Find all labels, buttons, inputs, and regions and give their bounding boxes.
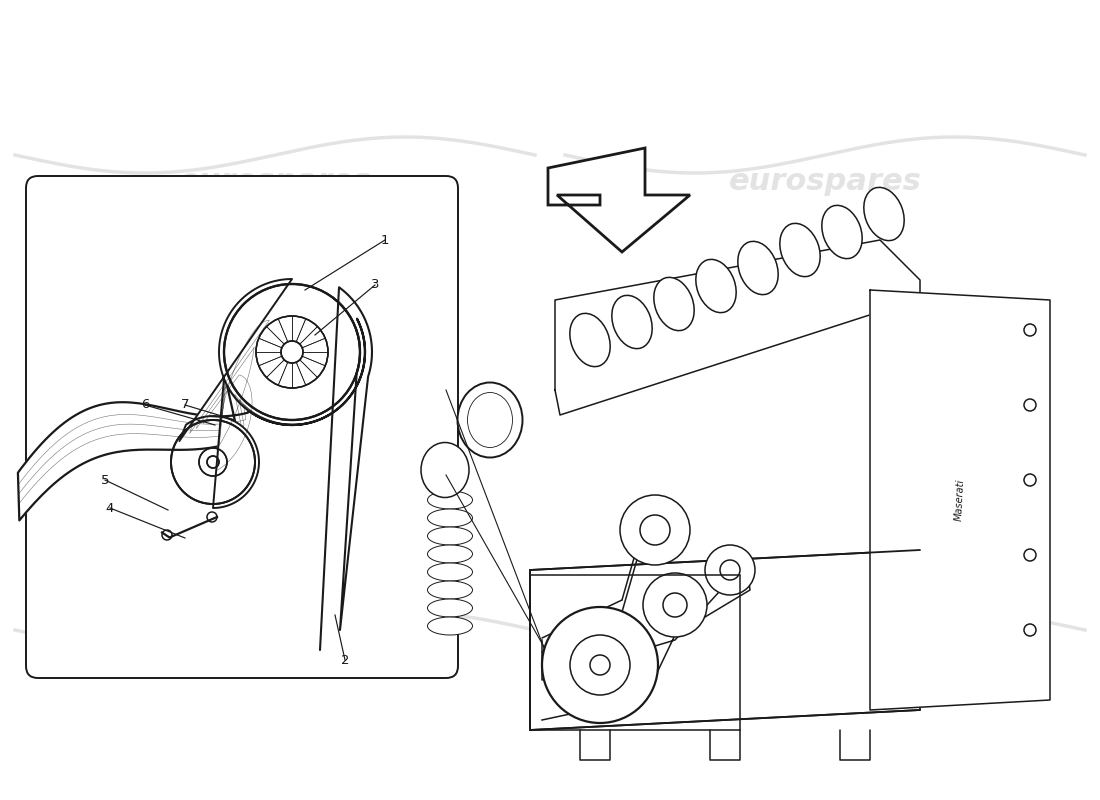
Ellipse shape xyxy=(428,563,473,581)
Ellipse shape xyxy=(428,491,473,509)
Text: Maserati: Maserati xyxy=(954,478,966,522)
Text: 1: 1 xyxy=(381,234,389,246)
Text: 5: 5 xyxy=(101,474,109,486)
FancyBboxPatch shape xyxy=(26,176,458,678)
Ellipse shape xyxy=(458,382,522,458)
Ellipse shape xyxy=(696,259,736,313)
Text: 2: 2 xyxy=(341,654,350,666)
Ellipse shape xyxy=(653,278,694,330)
Text: 3: 3 xyxy=(371,278,380,291)
Circle shape xyxy=(705,545,755,595)
Text: eurospares: eurospares xyxy=(178,167,372,197)
Polygon shape xyxy=(18,319,365,521)
Text: 7: 7 xyxy=(180,398,189,411)
Polygon shape xyxy=(870,290,1050,710)
Ellipse shape xyxy=(428,509,473,527)
Polygon shape xyxy=(530,550,920,730)
Text: 6: 6 xyxy=(141,398,150,411)
Ellipse shape xyxy=(428,617,473,635)
Circle shape xyxy=(207,512,217,522)
Circle shape xyxy=(542,607,658,723)
Circle shape xyxy=(644,573,707,637)
Circle shape xyxy=(620,495,690,565)
Ellipse shape xyxy=(428,581,473,599)
Polygon shape xyxy=(320,287,372,650)
Circle shape xyxy=(570,635,630,695)
Circle shape xyxy=(162,530,172,540)
Text: eurospares: eurospares xyxy=(728,167,922,197)
Ellipse shape xyxy=(822,206,862,258)
Polygon shape xyxy=(548,148,690,252)
Text: eurospares: eurospares xyxy=(728,642,922,671)
Ellipse shape xyxy=(780,223,821,277)
Ellipse shape xyxy=(612,295,652,349)
Polygon shape xyxy=(179,279,292,508)
Polygon shape xyxy=(556,240,920,415)
Ellipse shape xyxy=(428,599,473,617)
Text: eurospares: eurospares xyxy=(178,642,372,671)
Ellipse shape xyxy=(428,545,473,563)
Ellipse shape xyxy=(570,314,611,366)
Text: 4: 4 xyxy=(106,502,114,514)
Ellipse shape xyxy=(738,242,778,294)
Ellipse shape xyxy=(428,527,473,545)
Ellipse shape xyxy=(864,187,904,241)
Ellipse shape xyxy=(421,442,469,498)
